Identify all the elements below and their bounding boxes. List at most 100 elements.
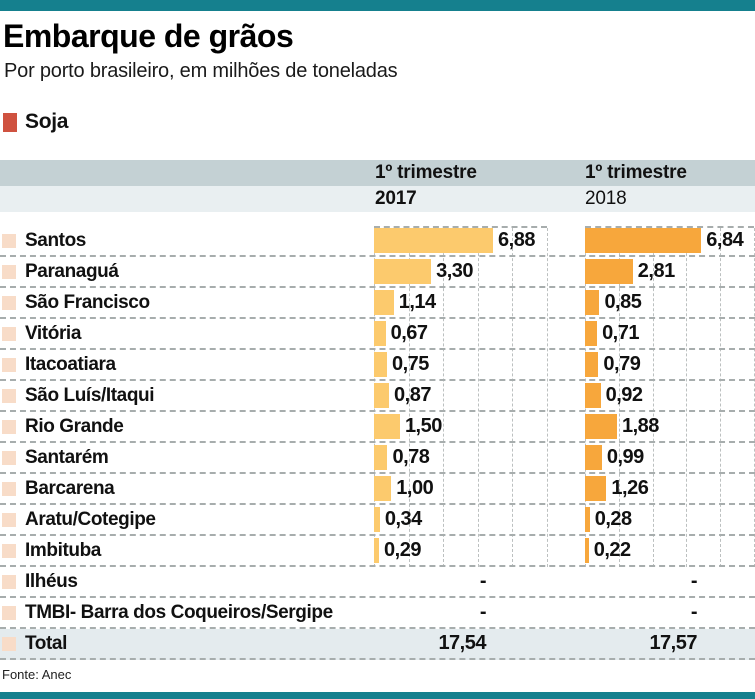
bar-cell-2017: 0,29 [374,536,547,565]
port-row: São Luís/Itaqui 0,87 0,92 [0,381,755,412]
bar-cell-2017: 6,88 [374,226,547,255]
bar-cell-2018: 2,81 [585,257,755,286]
bar-2018 [585,538,589,563]
port-label: São Francisco [25,291,150,313]
row-swatch [2,512,16,527]
bar-cell-2017: - [374,567,547,596]
bar-value: 2,81 [637,260,675,282]
row-swatch [2,264,16,279]
column-headers: 1º trimestre 1º trimestre 2017 2018 [0,160,755,212]
bar-value: 0,87 [394,384,431,406]
bar-cell-2018: 0,71 [585,319,755,348]
bar-value: 1,88 [621,415,659,437]
bar-cell-2017: 1,00 [374,474,547,503]
port-row: Aratu/Cotegipe 0,34 0,28 [0,505,755,536]
no-data-dash: - [690,570,698,592]
bar-value: 1,50 [404,415,442,437]
col-2018-period-label: 1º trimestre [585,162,687,183]
row-swatch [2,326,16,341]
bar-2018 [585,352,599,377]
bar-cell-2017: 3,30 [374,257,547,286]
bar-value: 0,22 [593,539,631,561]
port-row: Santos 6,88 6,84 [0,226,755,257]
bar-2018 [585,507,590,532]
bar-cell-2018: - [585,567,755,596]
total-cell-2018: 17,57 [585,629,755,658]
bar-value: 0,71 [602,322,639,344]
bar-cell-2018: 0,92 [585,381,755,410]
bar-2018 [585,383,601,408]
total-value-2017: 17,54 [438,632,486,654]
bar-cell-2018: 1,88 [585,412,755,441]
port-label: Vitória [25,322,81,344]
port-label: Rio Grande [25,415,124,437]
col-2018-year-label: 2018 [585,188,627,209]
bar-cell-2018: 0,79 [585,350,755,379]
port-label: TMBI- Barra dos Coqueiros/Sergipe [25,601,333,623]
row-swatch [2,543,16,558]
bar-cell-2017: 0,34 [374,505,547,534]
no-data-dash: - [479,601,487,623]
row-swatch [2,636,16,651]
row-swatch [2,605,16,620]
bar-value: 0,67 [390,322,428,344]
row-swatch [2,388,16,403]
bar-value: 1,14 [398,291,436,313]
source-note: Fonte: Anec [2,667,72,682]
bar-cell-2017: 0,75 [374,350,547,379]
bar-value: 0,99 [606,446,644,468]
bar-2017 [374,445,388,470]
year-header-band: 2017 2018 [0,186,755,212]
port-label: São Luís/Itaqui [25,384,155,406]
bar-chart: Santos 6,88 6,84 Paranaguá 3,30 2,81 São… [0,226,755,660]
port-row: TMBI- Barra dos Coqueiros/Sergipe - - [0,598,755,629]
page-subtitle: Por porto brasileiro, em milhões de tone… [4,60,398,82]
row-swatch [2,357,16,372]
total-value-2018: 17,57 [649,632,697,654]
soja-legend-swatch [3,112,17,132]
port-label: Santos [25,229,86,251]
port-row: Itacoatiara 0,75 0,79 [0,350,755,381]
bar-cell-2017: 1,14 [374,288,547,317]
total-label: Total [25,632,67,654]
bar-2017 [374,352,387,377]
row-swatch [2,419,16,434]
bar-2017 [374,290,394,315]
legend-label: Soja [25,110,69,133]
bar-value: 0,75 [391,353,429,375]
top-accent-bar [0,0,755,11]
bar-cell-2017: 0,78 [374,443,547,472]
port-row: Imbituba 0,29 0,22 [0,536,755,567]
bar-2017 [374,538,380,563]
port-label: Itacoatiara [25,353,116,375]
bar-2017 [374,228,494,253]
port-row: Rio Grande 1,50 1,88 [0,412,755,443]
col-2017-period-label: 1º trimestre [375,162,477,183]
port-row: Vitória 0,67 0,71 [0,319,755,350]
row-swatch [2,295,16,310]
page-title: Embarque de grãos [3,18,294,54]
port-row: Paranaguá 3,30 2,81 [0,257,755,288]
bar-value: 0,78 [392,446,430,468]
bar-value: 1,26 [611,477,649,499]
bar-value: 0,28 [594,508,632,530]
bottom-accent-bar [0,692,755,699]
port-label: Aratu/Cotegipe [25,508,156,530]
port-rows: Santos 6,88 6,84 Paranaguá 3,30 2,81 São… [0,226,755,629]
bar-value: 0,92 [605,384,643,406]
no-data-dash: - [690,601,698,623]
port-row: Ilhéus - - [0,567,755,598]
bar-cell-2018: 0,85 [585,288,755,317]
bar-cell-2018: 0,22 [585,536,755,565]
bar-value: 6,88 [498,229,535,251]
total-row: Total 17,54 17,57 [0,629,755,660]
bar-2018 [585,414,617,439]
bar-value: 0,79 [603,353,641,375]
bar-cell-2018: 0,28 [585,505,755,534]
period-header-band: 1º trimestre 1º trimestre [0,160,755,186]
port-label: Ilhéus [25,570,78,592]
port-label: Imbituba [25,539,101,561]
bar-value: 0,85 [604,291,642,313]
row-swatch [2,574,16,589]
